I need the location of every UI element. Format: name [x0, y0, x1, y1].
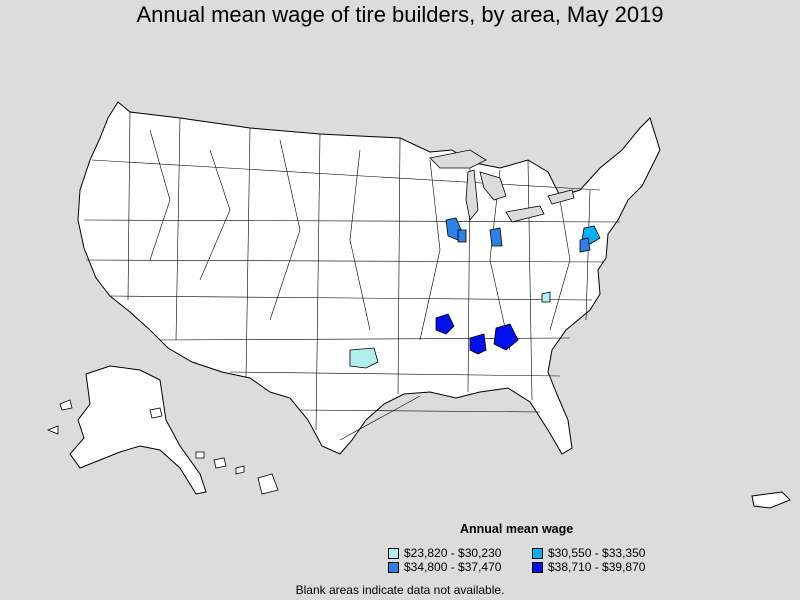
puerto-rico-shape: [751, 491, 791, 509]
area-georgia-dark: [493, 323, 519, 351]
legend-label: $23,820 - $30,230: [404, 546, 502, 560]
area-alabama-dark: [469, 333, 487, 355]
area-oklahoma-light: [349, 347, 379, 369]
map-title: Annual mean wage of tire builders, by ar…: [136, 2, 664, 27]
legend-item: $30,550 - $33,350: [532, 546, 645, 560]
area-tennessee-dark: [435, 313, 455, 335]
area-ohio-mid: [489, 227, 503, 247]
legend-swatch: [388, 547, 399, 559]
legend-swatch: [388, 561, 399, 573]
legend-title: Annual mean wage: [460, 522, 574, 536]
legend-swatch: [532, 547, 543, 559]
area-pennsylvania-mid: [579, 237, 591, 253]
area-virginia-light: [541, 291, 551, 303]
hawaii-shape: [195, 451, 279, 495]
legend-item: $38,710 - $39,870: [532, 560, 645, 574]
legend-item: $34,800 - $37,470: [388, 560, 501, 574]
great-lakes: [429, 149, 575, 223]
contiguous-us-shape: [77, 101, 661, 455]
legend-item: $23,820 - $30,230: [388, 546, 501, 560]
legend-label: $38,710 - $39,870: [548, 560, 646, 574]
legend-swatch: [532, 561, 543, 573]
legend-label: $30,550 - $33,350: [548, 546, 646, 560]
alaska-shape: [69, 365, 207, 495]
wage-areas: [349, 217, 601, 369]
map-footnote: Blank areas indicate data not available.: [295, 583, 505, 597]
area-illinois-mid-2: [457, 229, 467, 243]
legend-label: $34,800 - $37,470: [404, 560, 502, 574]
alaska-islands: [46, 399, 163, 435]
area-boundaries: [83, 111, 621, 441]
